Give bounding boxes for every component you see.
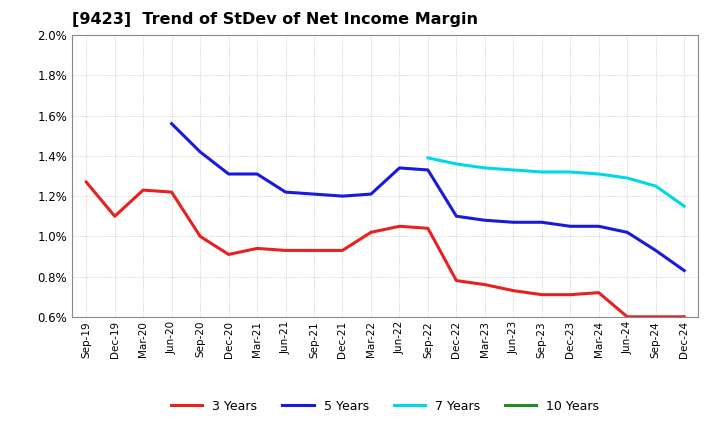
7 Years	[680, 204, 688, 209]
3 Years	[110, 213, 119, 219]
7 Years	[480, 165, 489, 171]
5 Years	[566, 224, 575, 229]
3 Years	[282, 248, 290, 253]
3 Years	[595, 290, 603, 295]
5 Years	[225, 171, 233, 176]
5 Years	[338, 194, 347, 199]
3 Years	[366, 230, 375, 235]
Legend: 3 Years, 5 Years, 7 Years, 10 Years: 3 Years, 5 Years, 7 Years, 10 Years	[166, 395, 604, 418]
5 Years	[366, 191, 375, 197]
5 Years	[480, 218, 489, 223]
7 Years	[452, 161, 461, 167]
5 Years	[537, 220, 546, 225]
5 Years	[282, 190, 290, 195]
3 Years	[338, 248, 347, 253]
3 Years	[652, 314, 660, 319]
3 Years	[566, 292, 575, 297]
5 Years	[423, 167, 432, 172]
Text: [9423]  Trend of StDev of Net Income Margin: [9423] Trend of StDev of Net Income Marg…	[72, 12, 478, 27]
3 Years	[225, 252, 233, 257]
5 Years	[395, 165, 404, 171]
3 Years	[480, 282, 489, 287]
3 Years	[395, 224, 404, 229]
5 Years	[623, 230, 631, 235]
3 Years	[423, 226, 432, 231]
5 Years	[196, 149, 204, 154]
7 Years	[595, 171, 603, 176]
7 Years	[423, 155, 432, 161]
7 Years	[509, 167, 518, 172]
Line: 5 Years: 5 Years	[171, 124, 684, 271]
5 Years	[509, 220, 518, 225]
3 Years	[167, 190, 176, 195]
5 Years	[253, 171, 261, 176]
7 Years	[537, 169, 546, 175]
3 Years	[452, 278, 461, 283]
5 Years	[652, 248, 660, 253]
5 Years	[310, 191, 318, 197]
7 Years	[566, 169, 575, 175]
Line: 7 Years: 7 Years	[428, 158, 684, 206]
3 Years	[82, 180, 91, 185]
3 Years	[680, 314, 688, 319]
3 Years	[139, 187, 148, 193]
Line: 3 Years: 3 Years	[86, 182, 684, 317]
3 Years	[310, 248, 318, 253]
5 Years	[167, 121, 176, 126]
5 Years	[595, 224, 603, 229]
3 Years	[537, 292, 546, 297]
7 Years	[652, 183, 660, 189]
7 Years	[623, 176, 631, 181]
5 Years	[452, 213, 461, 219]
3 Years	[196, 234, 204, 239]
5 Years	[680, 268, 688, 273]
3 Years	[253, 246, 261, 251]
3 Years	[623, 314, 631, 319]
3 Years	[509, 288, 518, 293]
